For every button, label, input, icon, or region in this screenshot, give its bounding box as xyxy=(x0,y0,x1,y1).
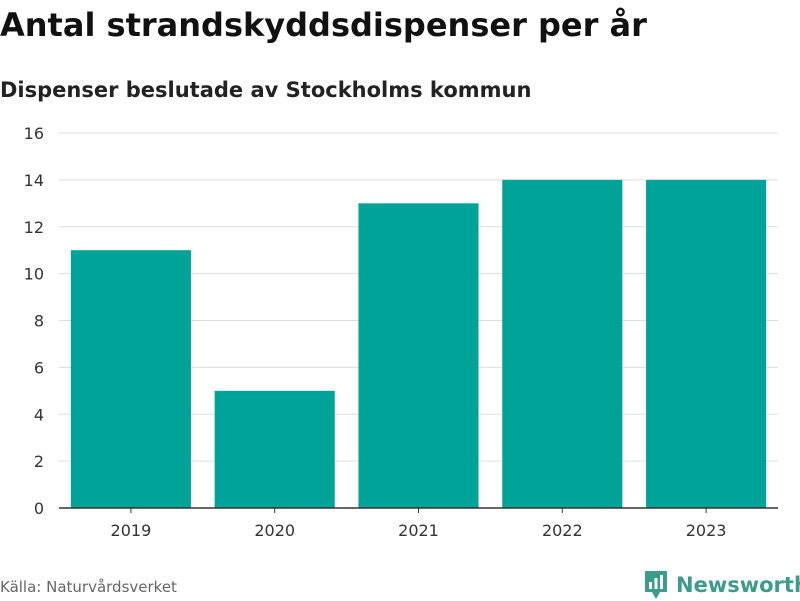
bar-chart: 0 2 4 6 8 10 12 14 16 2019 2020 2021 2022 2023 xyxy=(24,124,778,540)
bars xyxy=(70,179,767,508)
source-note: Källa: Naturvårdsverket xyxy=(0,578,177,596)
axes: 0 2 4 6 8 10 12 14 16 2019 2020 2021 2022 2023 xyxy=(24,124,778,540)
bar-2021 xyxy=(358,203,479,508)
brand-logo: Newsworthy xyxy=(644,569,800,601)
bar-2022 xyxy=(502,179,623,508)
newsworthy-logo-icon xyxy=(645,571,667,599)
x-tick-label: 2019 xyxy=(111,521,152,540)
y-tick-label: 8 xyxy=(34,312,44,331)
chart-subtitle: Dispenser beslutade av Stockholms kommun xyxy=(0,78,532,102)
chart-title: Antal strandskyddsdispenser per år xyxy=(0,6,647,44)
x-tick-label: 2021 xyxy=(398,521,439,540)
y-tick-label: 4 xyxy=(34,405,44,424)
y-tick-label: 0 xyxy=(34,499,44,518)
bar-2020 xyxy=(214,390,335,508)
y-tick-label: 2 xyxy=(34,452,44,471)
bar-2023 xyxy=(646,179,767,508)
x-tick-label: 2023 xyxy=(686,521,727,540)
y-tick-label: 14 xyxy=(24,171,44,190)
x-tick-label: 2020 xyxy=(254,521,295,540)
y-tick-label: 6 xyxy=(34,358,44,377)
y-tick-label: 10 xyxy=(24,265,44,284)
bar-2019 xyxy=(70,250,191,508)
brand-name: Newsworthy xyxy=(676,573,800,597)
y-tick-label: 12 xyxy=(24,218,44,237)
x-tick-label: 2022 xyxy=(542,521,583,540)
y-tick-label: 16 xyxy=(24,124,44,143)
